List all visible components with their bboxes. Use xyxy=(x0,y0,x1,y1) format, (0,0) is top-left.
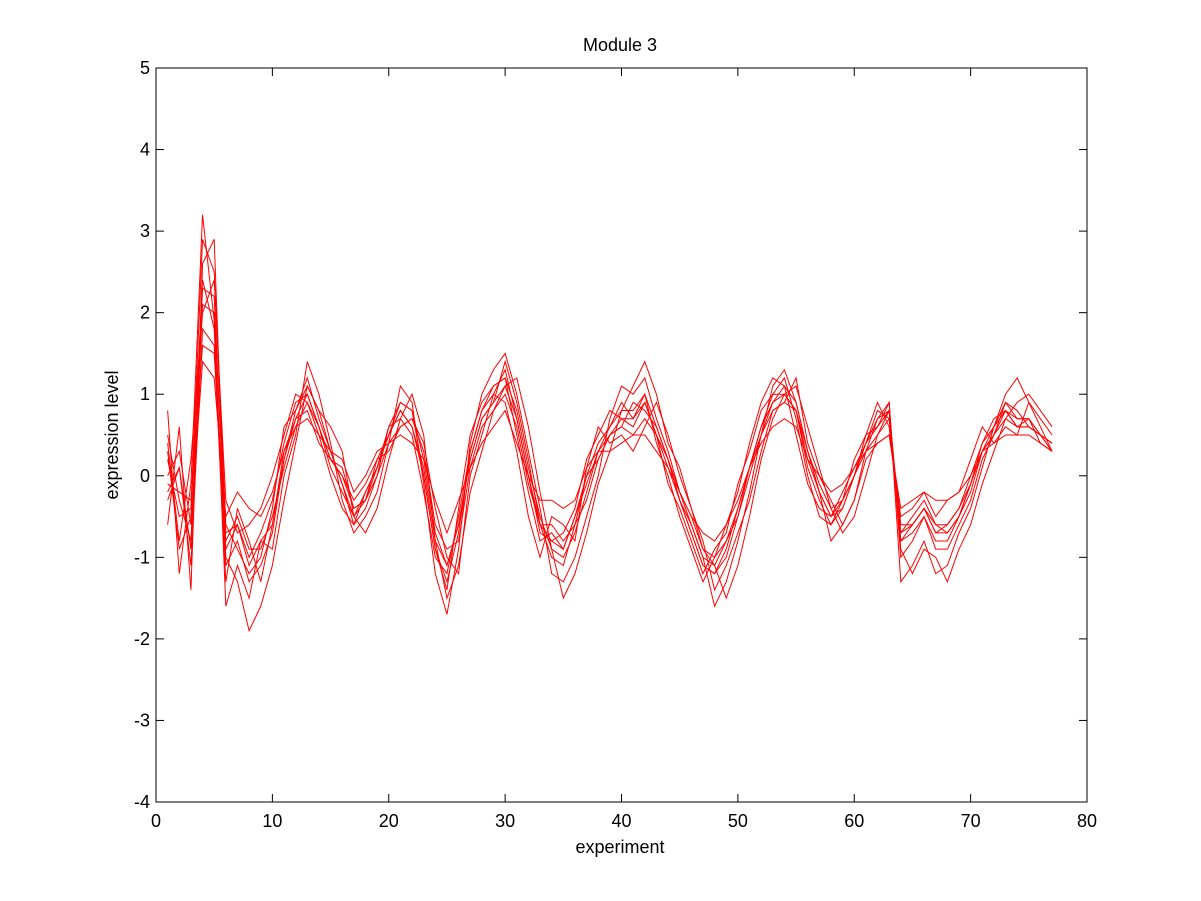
y-tick-label: 5 xyxy=(140,58,150,78)
y-tick-label: -3 xyxy=(134,710,150,730)
y-tick-label: -4 xyxy=(134,792,150,812)
series-line-7 xyxy=(167,279,1053,575)
x-tick-label: 80 xyxy=(1077,811,1097,831)
y-tick-labels: 5 4 3 2 1 0 -1 -2 -3 -4 xyxy=(134,58,150,812)
y-axis-label: expression level xyxy=(102,370,122,499)
y-tick-label: 4 xyxy=(140,140,150,160)
x-tick-label: 0 xyxy=(151,811,161,831)
x-tick-label: 20 xyxy=(379,811,399,831)
series-line-9 xyxy=(167,279,1053,584)
x-tick-label: 50 xyxy=(728,811,748,831)
y-tick-label: 2 xyxy=(140,303,150,323)
series-line-10 xyxy=(167,303,1053,567)
y-tick-label: 0 xyxy=(140,466,150,486)
x-tick-labels: 0 10 20 30 40 50 60 70 80 xyxy=(151,811,1097,831)
y-tick-label: 3 xyxy=(140,221,150,241)
x-tick-label: 60 xyxy=(844,811,864,831)
x-axis-label: experiment xyxy=(575,837,664,857)
series-line-3 xyxy=(167,327,1053,592)
series-line-4 xyxy=(167,214,1053,615)
y-tick-label: -2 xyxy=(134,629,150,649)
x-tick-label: 70 xyxy=(961,811,981,831)
y-tick-label: 1 xyxy=(140,384,150,404)
x-tick-label: 10 xyxy=(262,811,282,831)
x-tick-label: 30 xyxy=(495,811,515,831)
chart-title: Module 3 xyxy=(583,35,657,55)
y-tick-label: -1 xyxy=(134,547,150,567)
series-layer xyxy=(167,214,1053,633)
tick-layer xyxy=(155,67,1088,803)
x-tick-label: 40 xyxy=(611,811,631,831)
